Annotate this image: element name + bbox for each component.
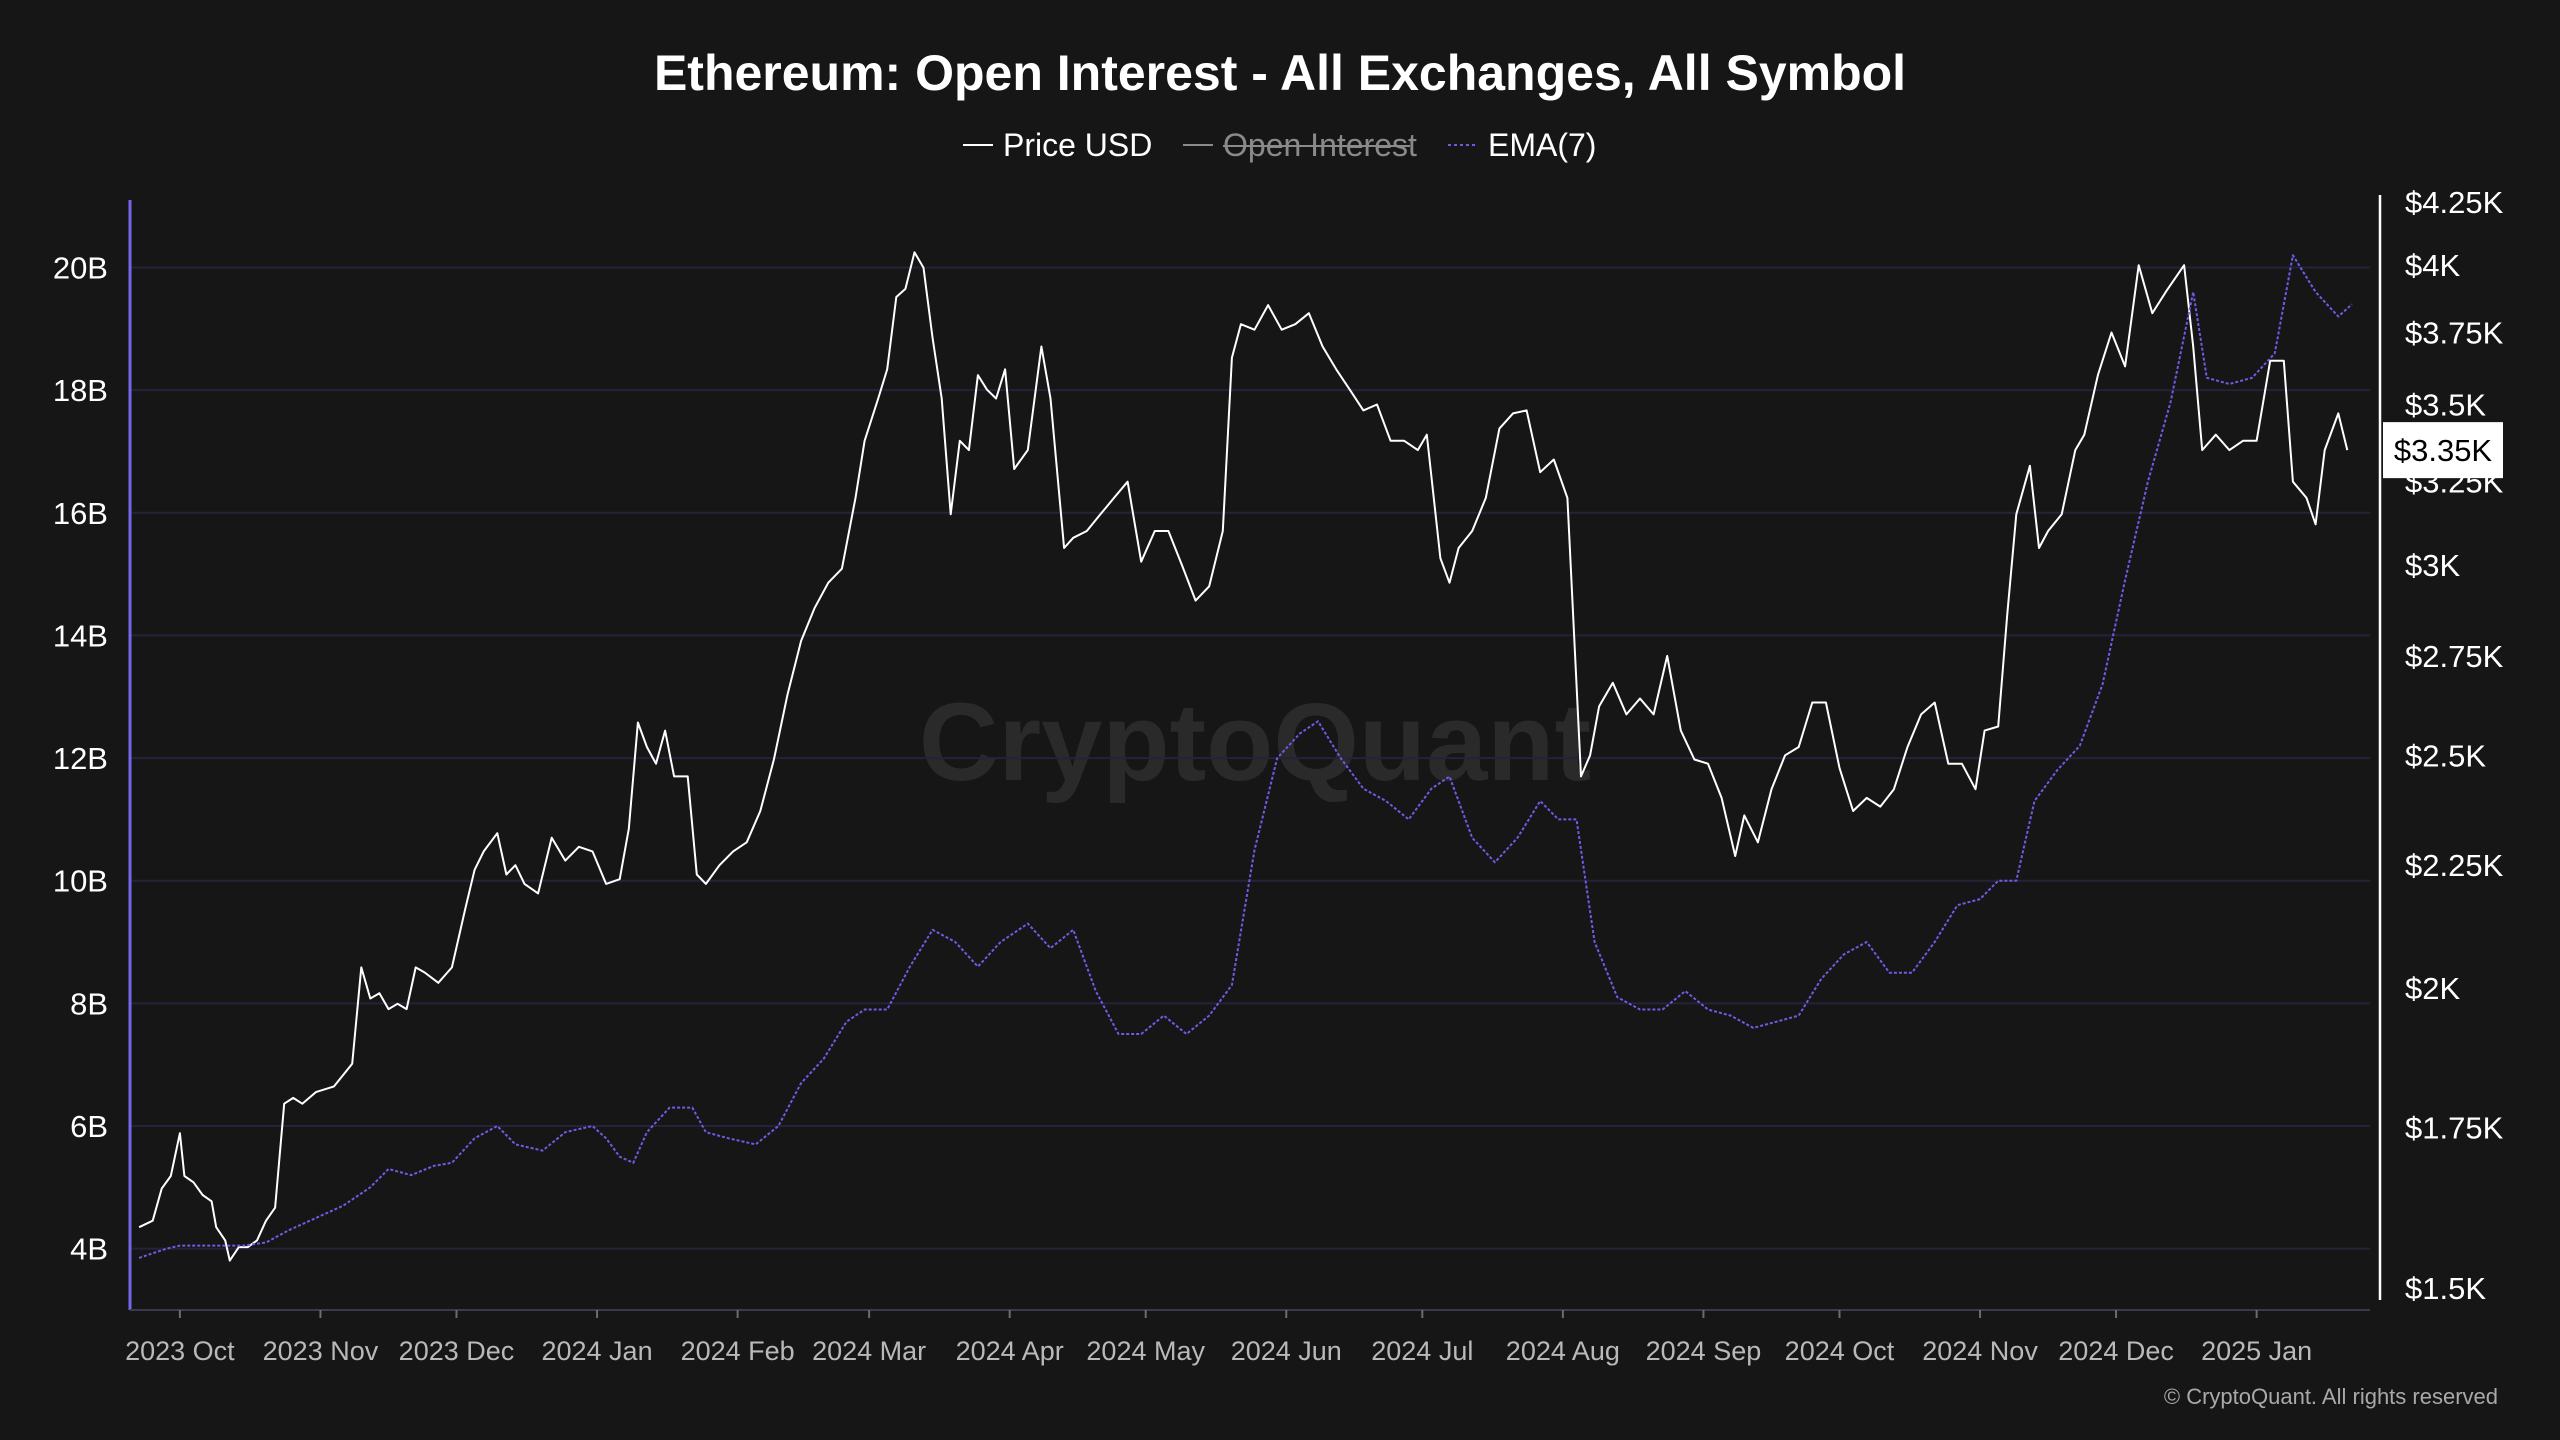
x-tick-label: 2024 Sep	[1646, 1336, 1762, 1366]
ema7-series-line	[138, 254, 2353, 1259]
y-right-tick-label: $2.75K	[2405, 639, 2504, 674]
y-left-tick-label: 18B	[53, 373, 108, 408]
x-tick-label: 2024 Jun	[1231, 1336, 1342, 1366]
y-right-tick-label: $3.5K	[2405, 387, 2486, 422]
x-tick-label: 2023 Dec	[399, 1336, 515, 1366]
y-left-tick-label: 14B	[53, 618, 108, 653]
x-tick-label: 2025 Jan	[2201, 1336, 2312, 1366]
y-left-tick-label: 10B	[53, 864, 108, 899]
current-price-tag: $3.35K	[2383, 422, 2503, 479]
price-usd-series-line	[138, 251, 2349, 1262]
x-tick-label: 2024 Aug	[1506, 1336, 1620, 1366]
legend-item-1[interactable]: Price USD	[963, 127, 1152, 163]
x-tick-label: 2024 Oct	[1785, 1336, 1895, 1366]
x-tick-label: 2024 Feb	[681, 1336, 795, 1366]
y-right-tick-label: $2K	[2405, 971, 2460, 1006]
y-left-tick-label: 20B	[53, 250, 108, 285]
legend-item-2[interactable]: Open Interest	[1183, 127, 1417, 163]
y-right-tick-label: $3K	[2405, 548, 2460, 583]
legend-label: EMA(7)	[1488, 127, 1596, 163]
y-right-tick-label: $4.25K	[2405, 185, 2504, 220]
chart-title: Ethereum: Open Interest - All Exchanges,…	[654, 45, 1906, 101]
x-tick-label: 2024 Mar	[812, 1336, 926, 1366]
x-tick-label: 2023 Nov	[263, 1336, 379, 1366]
x-tick-label: 2024 Apr	[956, 1336, 1064, 1366]
x-tick-label: 2024 Nov	[1922, 1336, 2038, 1366]
y-right-tick-label: $4K	[2405, 248, 2460, 283]
y-right-tick-label: $1.75K	[2405, 1110, 2504, 1145]
x-tick-label: 2024 May	[1086, 1336, 1205, 1366]
y-left-tick-label: 8B	[70, 986, 108, 1021]
y-right-tick-label: $2.5K	[2405, 738, 2486, 773]
watermark: CryptoQuant	[919, 681, 1591, 804]
copyright-notice: © CryptoQuant. All rights reserved	[2164, 1384, 2498, 1409]
y-left-tick-label: 12B	[53, 741, 108, 776]
legend-label: Price USD	[1003, 127, 1152, 163]
y-right-tick-label: $2.25K	[2405, 848, 2504, 883]
y-left-tick-label: 6B	[70, 1109, 108, 1144]
x-tick-label: 2024 Dec	[2058, 1336, 2174, 1366]
current-price-tag-label: $3.35K	[2394, 433, 2493, 468]
y-left-tick-label: 4B	[70, 1232, 108, 1267]
current-price-tag-bg	[2383, 422, 2503, 479]
y-right-tick-label: $3.75K	[2405, 316, 2504, 351]
legend-item-3[interactable]: EMA(7)	[1448, 127, 1596, 163]
x-tick-label: 2024 Jul	[1371, 1336, 1473, 1366]
y-left-tick-label: 16B	[53, 496, 108, 531]
y-right-tick-label: $1.5K	[2405, 1271, 2486, 1306]
x-tick-label: 2023 Oct	[125, 1336, 235, 1366]
x-tick-label: 2024 Jan	[541, 1336, 652, 1366]
